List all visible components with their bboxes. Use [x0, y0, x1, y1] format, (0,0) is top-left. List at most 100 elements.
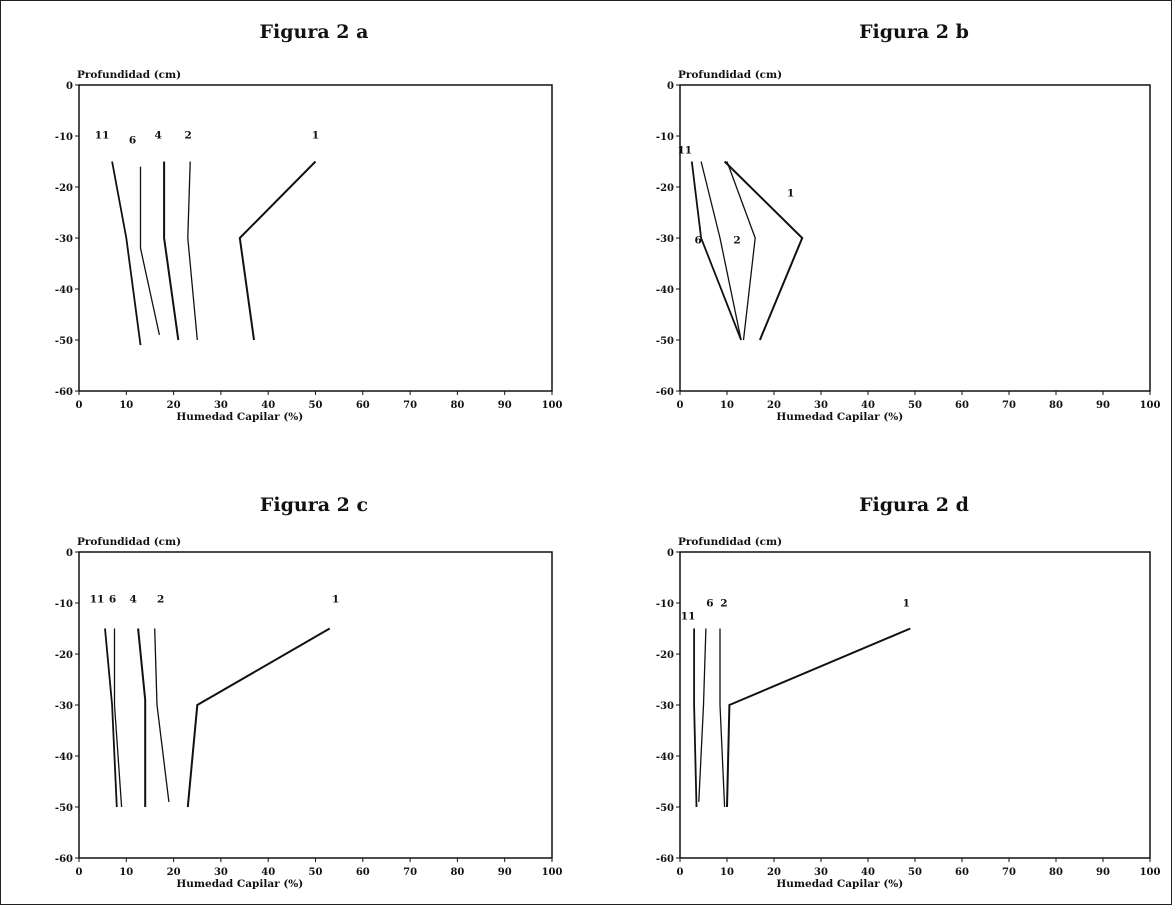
y-tick-label-d: -30	[656, 701, 674, 712]
x-tick-label-c: 20	[167, 867, 181, 878]
x-tick-label-c: 60	[356, 867, 370, 878]
series-line-11-c	[104, 628, 118, 808]
x-tick-label-a: 80	[450, 400, 464, 411]
x-tick-label-c: 80	[450, 867, 464, 878]
series-line-6-c	[113, 628, 123, 808]
y-tick-label-c: -10	[55, 599, 73, 610]
series-label-11-d: 11	[681, 611, 696, 623]
x-tick-label-d: 70	[1002, 867, 1016, 878]
x-tick-label-c: 40	[261, 867, 275, 878]
series-line-2-d	[719, 628, 726, 808]
x-tick-label-d: 10	[720, 867, 734, 878]
x-tick-label-c: 0	[76, 867, 83, 878]
x-tick-label-d: 90	[1096, 867, 1110, 878]
series-line-1-b	[723, 160, 804, 341]
x-axis-label-d: Humedad Capilar (%)	[776, 878, 903, 890]
y-tick-label-c: -50	[55, 803, 73, 814]
x-tick-label-c: 50	[309, 867, 323, 878]
chart-title-b: Figura 2 b	[859, 21, 969, 43]
x-tick-label-a: 30	[214, 400, 228, 411]
y-tick-label-b: -50	[656, 336, 674, 347]
x-tick-label-d: 40	[861, 867, 875, 878]
series-label-1-d: 1	[903, 598, 910, 610]
chart-title-a: Figura 2 a	[259, 21, 369, 43]
plot-frame-d	[679, 551, 1151, 859]
x-tick-label-c: 10	[119, 867, 133, 878]
x-tick-label-c: 90	[498, 867, 512, 878]
y-tick-label-a: -30	[55, 234, 73, 245]
x-tick-label-a: 50	[309, 400, 323, 411]
chart-title-c: Figura 2 c	[259, 494, 369, 516]
y-tick-label-a: -60	[55, 387, 73, 398]
x-axis-label-c: Humedad Capilar (%)	[176, 878, 303, 890]
x-tick-label-a: 100	[542, 400, 563, 411]
series-label-11-c: 11	[90, 594, 105, 606]
y-axis-label-a: Profundidad (cm)	[77, 69, 181, 81]
x-tick-label-c: 70	[403, 867, 417, 878]
series-line-4-c	[137, 628, 147, 807]
x-tick-label-d: 30	[814, 867, 828, 878]
series-line-1-c	[186, 627, 331, 808]
y-tick-label-a: -10	[55, 132, 73, 143]
series-line-11-b	[690, 161, 742, 341]
x-tick-label-b: 80	[1049, 400, 1063, 411]
y-tick-label-b: -40	[656, 285, 674, 296]
y-axis-label-b: Profundidad (cm)	[678, 69, 782, 81]
y-tick-label-d: -20	[656, 650, 674, 661]
x-tick-label-b: 40	[861, 400, 875, 411]
plot-frame-c	[78, 551, 553, 859]
x-tick-label-d: 0	[677, 867, 684, 878]
y-tick-label-d: 0	[667, 548, 674, 559]
x-tick-label-d: 20	[767, 867, 781, 878]
x-tick-label-a: 60	[356, 400, 370, 411]
x-tick-label-b: 70	[1002, 400, 1016, 411]
series-label-2-d: 2	[720, 598, 727, 610]
x-tick-label-b: 30	[814, 400, 828, 411]
y-tick-label-c: 0	[66, 548, 73, 559]
x-tick-label-b: 0	[677, 400, 684, 411]
x-tick-label-a: 70	[403, 400, 417, 411]
x-axis-label-a: Humedad Capilar (%)	[176, 411, 303, 423]
series-label-11-b: 11	[677, 145, 692, 157]
x-tick-label-a: 10	[119, 400, 133, 411]
y-tick-label-c: -40	[55, 752, 73, 763]
series-line-11-d	[693, 628, 698, 808]
y-tick-label-d: -10	[656, 599, 674, 610]
y-tick-label-a: -50	[55, 336, 73, 347]
series-line-6-b	[700, 161, 742, 341]
series-line-2-c	[154, 628, 170, 802]
y-tick-label-b: -60	[656, 387, 674, 398]
series-label-4-a: 4	[154, 130, 161, 142]
series-line-6-d	[698, 628, 707, 802]
y-axis-label-d: Profundidad (cm)	[678, 536, 782, 548]
plot-frame-b	[679, 84, 1151, 392]
y-tick-label-c: -20	[55, 650, 73, 661]
x-tick-label-b: 100	[1140, 400, 1161, 411]
series-label-1-b: 1	[787, 188, 794, 200]
y-tick-label-b: 0	[667, 81, 674, 92]
series-line-4-a	[163, 161, 180, 341]
x-tick-label-d: 80	[1049, 867, 1063, 878]
series-label-1-c: 1	[332, 594, 339, 606]
y-tick-label-a: -40	[55, 285, 73, 296]
x-tick-label-a: 0	[76, 400, 83, 411]
x-axis-label-b: Humedad Capilar (%)	[776, 411, 903, 423]
y-tick-label-a: 0	[66, 81, 73, 92]
x-tick-label-c: 100	[542, 867, 563, 878]
series-line-6-a	[139, 166, 161, 336]
series-line-1-a	[238, 160, 317, 341]
x-tick-label-b: 90	[1096, 400, 1110, 411]
x-tick-label-b: 10	[720, 400, 734, 411]
series-label-4-c: 4	[129, 594, 136, 606]
x-tick-label-b: 50	[908, 400, 922, 411]
series-label-6-c: 6	[109, 594, 116, 606]
x-tick-label-a: 90	[498, 400, 512, 411]
y-tick-label-c: -30	[55, 701, 73, 712]
x-tick-label-b: 60	[955, 400, 969, 411]
series-label-6-d: 6	[706, 598, 713, 610]
y-tick-label-c: -60	[55, 854, 73, 865]
series-line-1-d	[726, 627, 911, 808]
y-tick-label-b: -20	[656, 183, 674, 194]
series-label-2-a: 2	[184, 130, 191, 142]
